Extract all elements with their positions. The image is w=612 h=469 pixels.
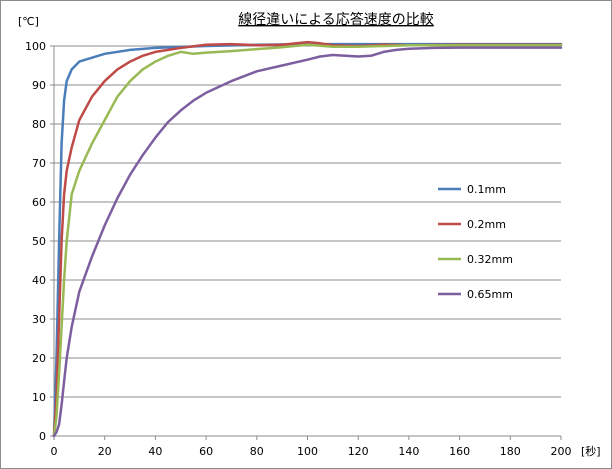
x-tick-label: 100 [297, 445, 318, 458]
y-tick-label: 40 [32, 274, 46, 287]
x-tick-label: 200 [551, 445, 572, 458]
axes [50, 45, 562, 440]
series-line-3 [52, 43, 563, 438]
x-tick-label: 60 [199, 445, 213, 458]
y-axis-label: [℃] [18, 15, 39, 28]
x-tick-label: 20 [98, 445, 112, 458]
chart-title: 線径違いによる応答速度の比較 [238, 11, 434, 28]
x-tick-label: 120 [348, 445, 369, 458]
y-tick-label: 50 [32, 235, 46, 248]
y-tick-label: 70 [32, 157, 46, 170]
y-tick-label: 20 [32, 352, 46, 365]
y-tick-label: 0 [39, 430, 46, 443]
y-tick-label: 30 [32, 313, 46, 326]
series-lines [52, 40, 563, 438]
legend-label: 0.1mm [467, 183, 506, 196]
x-tick-label: 140 [398, 445, 419, 458]
x-tick-label: 180 [500, 445, 521, 458]
legend-label: 0.2mm [467, 218, 506, 231]
tick-labels: 0 10 20 30 40 50 60 70 80 90 100 0 20 40 60 80 100 120 140… [25, 40, 572, 458]
x-tick-label: 0 [51, 445, 58, 458]
legend-label: 0.32mm [467, 253, 513, 266]
y-tick-label: 60 [32, 196, 46, 209]
x-axis-label: [秒] [581, 444, 601, 458]
x-tick-label: 160 [449, 445, 470, 458]
y-tick-label: 10 [32, 391, 46, 404]
x-tick-label: 40 [148, 445, 162, 458]
series-line-1 [52, 42, 563, 438]
legend-label: 0.65mm [467, 288, 513, 301]
series-line-2 [52, 40, 563, 438]
series-line-4 [52, 46, 563, 438]
y-tick-label: 90 [32, 79, 46, 92]
y-tick-label: 100 [25, 40, 46, 53]
legend: 0.1mm 0.2mm 0.32mm 0.65mm [438, 183, 513, 301]
y-tick-label: 80 [32, 118, 46, 131]
x-tick-label: 80 [250, 445, 264, 458]
